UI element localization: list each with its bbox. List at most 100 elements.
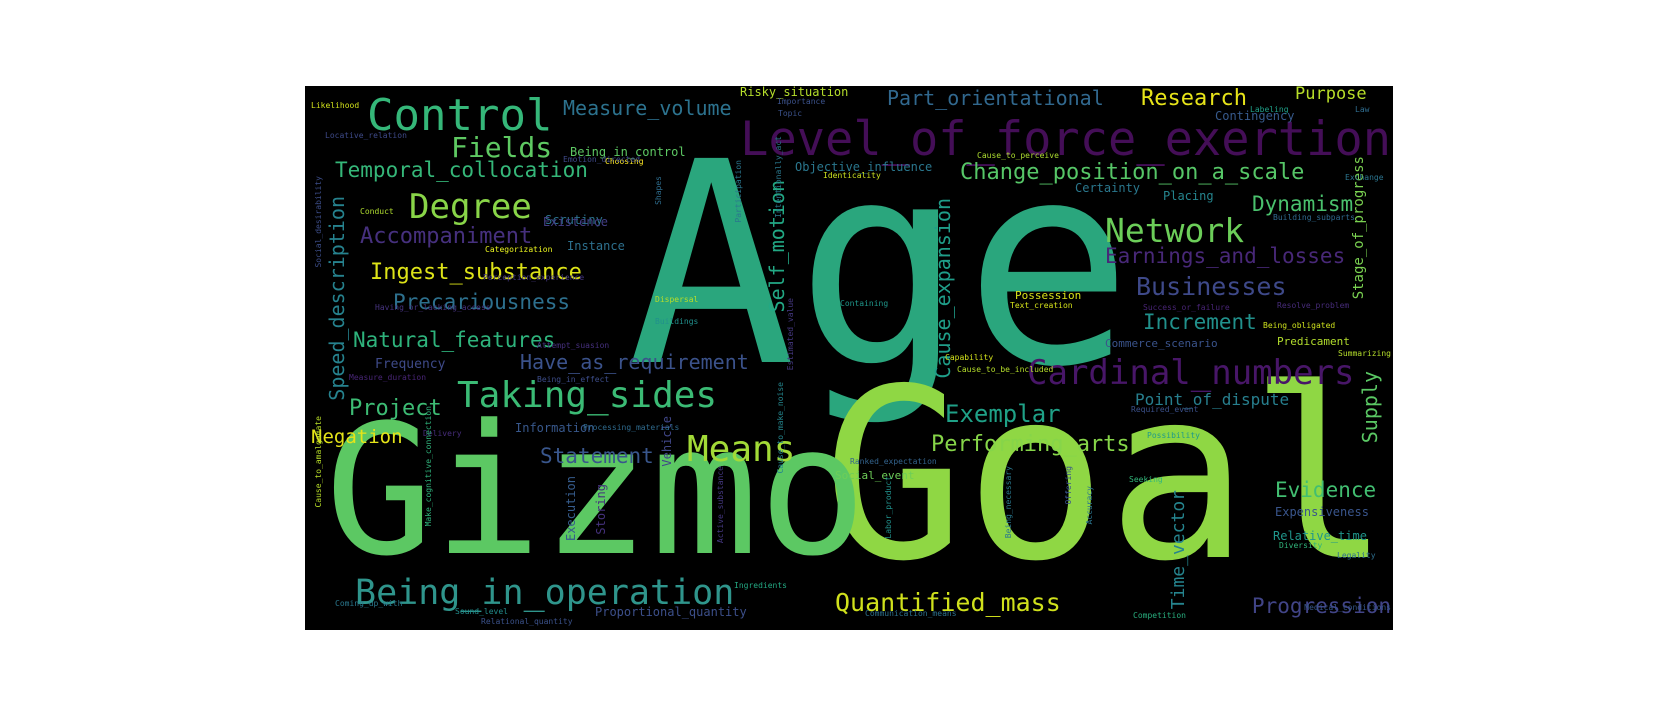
word-coming-up-with: Coming_up_with xyxy=(335,599,403,608)
word-gizmo: Gizmo xyxy=(325,387,867,596)
word-temporal-collocation: Temporal_collocation xyxy=(335,158,588,182)
word-summarizing: Summarizing xyxy=(1338,349,1391,358)
word-relational-quantity: Relational_quantity xyxy=(481,617,573,626)
word-scrutiny: Scrutiny xyxy=(545,213,603,227)
word-research: Research xyxy=(1141,86,1247,111)
word-quantified-mass: Quantified_mass xyxy=(835,588,1061,617)
word-proportional-quantity: Proportional_quantity xyxy=(595,605,747,619)
word-buildings: Buildings xyxy=(655,317,699,326)
word-fields: Fields xyxy=(451,131,553,164)
word-cause-to-be-included: Cause_to_be_included xyxy=(957,365,1054,374)
word-being-in-control: Being_in_control xyxy=(570,145,686,159)
word-objective-influence: Objective_influence xyxy=(795,160,933,174)
word-change-position-on-a-scale: Change_position_on_a_scale xyxy=(960,160,1305,185)
word-possibility: Possibility xyxy=(1147,431,1200,440)
word-time-vector: Time_vector xyxy=(1168,490,1189,610)
word-storing: Storing xyxy=(594,484,608,535)
word-estimated-value: Estimated_value xyxy=(786,298,795,371)
word-ingredients: Ingredients xyxy=(734,581,787,590)
word-cloud: Age Goal Gizmo Level_of_force_exertion Contr… xyxy=(305,86,1393,630)
word-degree: Degree xyxy=(409,187,532,227)
word-capability: Capability xyxy=(945,353,994,362)
word-offering: Offering xyxy=(1064,466,1073,505)
word-certainty: Certainty xyxy=(1075,181,1141,195)
word-measure-duration: Measure_duration xyxy=(349,373,427,382)
word-ranked-expectation: Ranked_expectation xyxy=(850,457,937,466)
word-existence: Existence xyxy=(543,215,609,229)
word-accuracy: Accuracy xyxy=(1085,486,1094,525)
word-being-in-operation: Being_in_operation xyxy=(355,573,735,613)
word-communication-means: Communication_means xyxy=(865,609,957,618)
word-taking-sides: Taking_sides xyxy=(457,375,718,416)
word-predicament: Predicament xyxy=(1277,335,1350,348)
word-sound-level: Sound_level xyxy=(455,607,508,616)
word-point-of-dispute: Point_of_dispute xyxy=(1135,390,1290,409)
word-conduct: Conduct xyxy=(360,207,394,216)
word-cause-to-amalgamate: Cause_to_amalgamate xyxy=(314,416,323,508)
word-locative-relation: Locative_relation xyxy=(325,131,407,140)
word-goal: Goal xyxy=(822,338,1391,613)
word-being-in-effect: Being_in_effect xyxy=(537,375,610,384)
word-participation: Participation xyxy=(734,160,743,223)
word-placing: Placing xyxy=(1163,189,1214,203)
word-shapes: Shapes xyxy=(654,176,663,205)
word-evidence: Evidence xyxy=(1275,478,1377,502)
word-perception-experience: Perception_experience xyxy=(483,273,585,282)
word-likelihood: Likelihood xyxy=(311,101,360,110)
word-level-of-force-exertion: Level_of_force_exertion xyxy=(740,112,1391,167)
word-network: Network xyxy=(1105,211,1245,250)
word-instance: Instance xyxy=(567,239,625,253)
word-age: Age xyxy=(627,103,1133,429)
word-control: Control xyxy=(367,90,553,141)
word-emotion-directed: Emotion_directed xyxy=(563,155,641,164)
word-precariousness: Precariousness xyxy=(393,290,571,314)
word-possession: Possession xyxy=(1015,289,1082,302)
word-attempt-suasion: Attempt_suasion xyxy=(537,341,610,350)
word-negation: Negation xyxy=(311,426,403,448)
word-delivery: Delivery xyxy=(423,429,462,438)
word-legality: Legality xyxy=(1337,551,1376,560)
word-statement: Statement xyxy=(540,444,654,468)
word-building-subparts: Building_subparts xyxy=(1273,213,1355,222)
word-cardinal-numbers: Cardinal_numbers xyxy=(1027,353,1355,393)
word-medical-conditions: Medical_conditions xyxy=(1304,603,1391,612)
word-diversity: Diversity xyxy=(1279,541,1323,550)
word-progression: Progression xyxy=(1251,594,1391,618)
word-topic: Topic xyxy=(778,109,803,118)
word-social-desirability: Social_desirability xyxy=(314,176,323,268)
word-cause-expansion: Cause_expansion xyxy=(931,198,955,379)
word-dynamism: Dynamism xyxy=(1252,192,1354,216)
word-risky-situation: Risky_situation xyxy=(740,86,849,99)
word-information: Information xyxy=(515,421,595,435)
word-success-or-failure: Success_or_failure xyxy=(1143,303,1230,312)
word-contingency: Contingency xyxy=(1215,109,1295,123)
word-project: Project xyxy=(349,396,442,421)
word-ingest-substance: Ingest_substance xyxy=(370,260,582,285)
word-measure-volume: Measure_volume xyxy=(563,96,732,120)
word-importance: Importance xyxy=(777,97,826,106)
word-earnings-and-losses: Earnings_and_losses xyxy=(1105,244,1346,268)
word-being-necessary: Being_necessary xyxy=(1004,466,1013,539)
word-cause-to-make-noise: Cause_to_make_noise xyxy=(776,382,785,474)
word-labor-product: Labor_product xyxy=(884,476,893,539)
word-commerce-scenario: Commerce_scenario xyxy=(1105,337,1218,350)
word-active-substance: Active_substance xyxy=(716,466,725,544)
word-social-event: Social_event xyxy=(835,469,915,482)
word-accompaniment: Accompaniment xyxy=(360,224,533,249)
word-businesses: Businesses xyxy=(1136,272,1287,301)
word-cause-to-perceive: Cause_to_perceive xyxy=(977,151,1059,160)
word-text-creation: Text_creation xyxy=(1010,301,1073,310)
word-labeling: Labeling xyxy=(1250,105,1289,114)
word-identicality: Identicality xyxy=(823,171,881,180)
word-means: Means xyxy=(687,429,796,470)
word-performing-arts: Performing_arts xyxy=(931,432,1130,457)
word-having-or-lacking-access: Having_or_lacking_access xyxy=(375,303,491,312)
word-being-obligated: Being_obligated xyxy=(1263,321,1336,330)
word-exemplar: Exemplar xyxy=(945,400,1061,428)
word-containing: Containing xyxy=(840,299,889,308)
word-purpose: Purpose xyxy=(1295,86,1367,104)
word-part-orientational: Part_orientational xyxy=(887,86,1104,110)
word-competition: Competition xyxy=(1133,611,1186,620)
word-supply: Supply xyxy=(1358,371,1382,444)
word-relative-time: Relative_time xyxy=(1273,529,1367,543)
